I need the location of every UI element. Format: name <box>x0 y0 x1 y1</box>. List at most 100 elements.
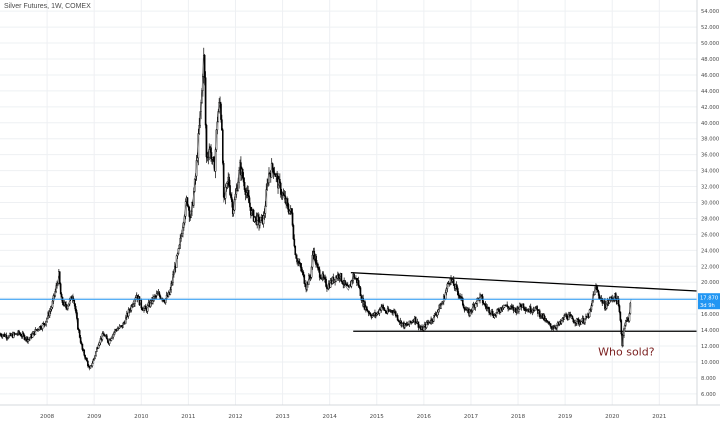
x-tick-label-13: 2021 <box>652 414 667 420</box>
candle-body <box>317 263 319 268</box>
price-axis-bg <box>697 0 720 425</box>
y-tick-label-0: 54.000 <box>701 9 719 15</box>
y-tick-label-1: 52.000 <box>701 25 719 31</box>
candle-body <box>584 318 586 323</box>
candle-body <box>324 277 326 280</box>
candle-body <box>319 277 322 279</box>
x-tick-label-1: 2009 <box>87 414 102 420</box>
candle-body <box>67 305 69 309</box>
y-tick-label-16: 22.000 <box>701 264 719 270</box>
candle-body <box>145 306 147 310</box>
candle-body <box>474 303 477 308</box>
x-tick-label-0: 2008 <box>40 414 55 420</box>
candle-body <box>183 216 186 224</box>
y-tick-label-22: 10.000 <box>701 360 719 366</box>
y-tick-label-20: 14.000 <box>701 328 719 334</box>
candle-body <box>533 310 536 312</box>
candle-body <box>106 335 108 339</box>
candle-body <box>481 294 483 297</box>
x-tick-label-11: 2019 <box>558 414 573 420</box>
candle-body <box>64 301 67 305</box>
y-tick-label-13: 28.000 <box>701 216 719 222</box>
price-line <box>0 54 632 371</box>
candle-body <box>452 279 455 286</box>
y-tick-label-21: 12.000 <box>701 344 719 350</box>
candle-body <box>259 222 261 226</box>
candle-body <box>382 305 384 308</box>
x-tick-label-2: 2010 <box>134 414 149 420</box>
symbol-title: Silver Futures, 1W, COMEX <box>4 3 91 10</box>
candle-body <box>133 303 135 306</box>
x-tick-label-3: 2011 <box>181 414 196 420</box>
candle-body <box>317 267 320 270</box>
candle-body <box>302 272 305 276</box>
candle-body <box>5 334 8 339</box>
candle-body <box>322 273 325 278</box>
candle-body <box>344 280 346 285</box>
candle-body <box>132 304 134 308</box>
grid-lines <box>0 0 697 405</box>
time-axis-bg <box>0 405 720 425</box>
candle-body <box>461 296 463 299</box>
candle-body <box>326 286 328 289</box>
y-tick-label-19: 16.000 <box>701 312 719 318</box>
candle-body <box>624 324 626 329</box>
candle-body <box>290 208 293 214</box>
y-tick-label-3: 48.000 <box>701 57 719 63</box>
y-tick-label-24: 6.000 <box>701 392 716 398</box>
candle-body <box>580 321 583 325</box>
candle-body <box>514 307 517 310</box>
candle-body <box>141 307 143 310</box>
candle-body <box>61 296 64 303</box>
candle-body <box>455 284 458 287</box>
candle-body <box>337 273 340 279</box>
candle-body <box>1 335 4 337</box>
x-tick-label-6: 2014 <box>323 414 338 420</box>
y-tick-label-11: 32.000 <box>701 185 719 191</box>
candle-body <box>45 321 47 326</box>
y-tick-label-5: 44.000 <box>701 89 719 95</box>
y-tick-label-10: 34.000 <box>701 169 719 175</box>
y-tick-label-4: 46.000 <box>701 73 719 79</box>
candle-body <box>436 311 439 316</box>
candle-body <box>22 333 25 336</box>
candle-body <box>98 342 101 346</box>
candle-body <box>183 222 185 228</box>
candle-body <box>574 322 576 324</box>
trendlines <box>350 272 698 332</box>
candle-body <box>232 209 235 214</box>
trendline-0 <box>350 272 698 292</box>
y-tick-label-17: 20.000 <box>701 280 719 286</box>
y-tick-label-15: 24.000 <box>701 248 719 254</box>
price-axis[interactable]: 54.000 52.000 50.000 48.000 46.000 44.000 42.0… <box>696 0 720 425</box>
x-tick-label-7: 2015 <box>370 414 385 420</box>
candle-body <box>27 339 29 342</box>
candle-body <box>545 318 547 321</box>
candle-body <box>518 308 520 312</box>
candle-body <box>41 323 44 329</box>
last-price-value: 17.870 <box>700 296 718 302</box>
last-price-countdown: 3d 9h <box>700 303 715 309</box>
x-tick-label-9: 2017 <box>464 414 479 420</box>
x-tick-label-4: 2012 <box>228 414 242 420</box>
x-tick-label-10: 2018 <box>511 414 526 420</box>
candle-body <box>279 178 281 184</box>
candle-body <box>208 149 211 158</box>
y-tick-label-6: 42.000 <box>701 105 719 111</box>
candle-body <box>489 312 491 314</box>
y-tick-label-12: 30.000 <box>701 201 719 207</box>
time-axis[interactable]: 2008 2009 2010 2011 2012 2013 2014 2015 2016 2017… <box>0 404 720 425</box>
candle-body <box>276 174 278 177</box>
y-tick-label-23: 8.000 <box>701 376 716 382</box>
annotation-text-0: Who sold? <box>598 346 655 359</box>
y-tick-label-7: 40.000 <box>701 121 719 127</box>
candle-body <box>212 157 215 162</box>
candle-body <box>110 338 113 341</box>
candle-body <box>111 337 114 339</box>
candle-body <box>97 344 100 349</box>
y-tick-label-8: 38.000 <box>701 137 719 143</box>
candle-body <box>501 308 504 310</box>
